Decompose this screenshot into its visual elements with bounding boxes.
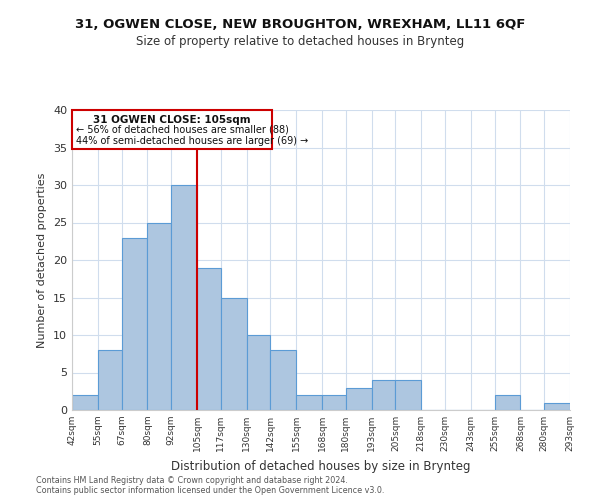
X-axis label: Distribution of detached houses by size in Brynteg: Distribution of detached houses by size … — [171, 460, 471, 472]
FancyBboxPatch shape — [72, 110, 272, 149]
Bar — [494, 395, 520, 410]
Bar — [296, 395, 322, 410]
Text: Contains HM Land Registry data © Crown copyright and database right 2024.: Contains HM Land Registry data © Crown c… — [36, 476, 348, 485]
Bar — [221, 298, 247, 410]
Text: Size of property relative to detached houses in Brynteg: Size of property relative to detached ho… — [136, 35, 464, 48]
Text: 44% of semi-detached houses are larger (69) →: 44% of semi-detached houses are larger (… — [76, 136, 308, 146]
Bar — [271, 350, 296, 410]
Bar — [395, 380, 421, 410]
Bar — [247, 335, 271, 410]
Text: Contains public sector information licensed under the Open Government Licence v3: Contains public sector information licen… — [36, 486, 385, 495]
Bar — [197, 268, 221, 410]
Bar — [544, 402, 570, 410]
Bar — [171, 185, 197, 410]
Bar — [98, 350, 122, 410]
Bar — [322, 395, 346, 410]
Text: 31 OGWEN CLOSE: 105sqm: 31 OGWEN CLOSE: 105sqm — [94, 116, 251, 125]
Bar — [346, 388, 371, 410]
Bar — [371, 380, 395, 410]
Y-axis label: Number of detached properties: Number of detached properties — [37, 172, 47, 348]
Bar — [72, 395, 98, 410]
Text: 31, OGWEN CLOSE, NEW BROUGHTON, WREXHAM, LL11 6QF: 31, OGWEN CLOSE, NEW BROUGHTON, WREXHAM,… — [75, 18, 525, 30]
Bar — [122, 238, 148, 410]
Text: ← 56% of detached houses are smaller (88): ← 56% of detached houses are smaller (88… — [76, 125, 289, 135]
Bar — [148, 222, 171, 410]
